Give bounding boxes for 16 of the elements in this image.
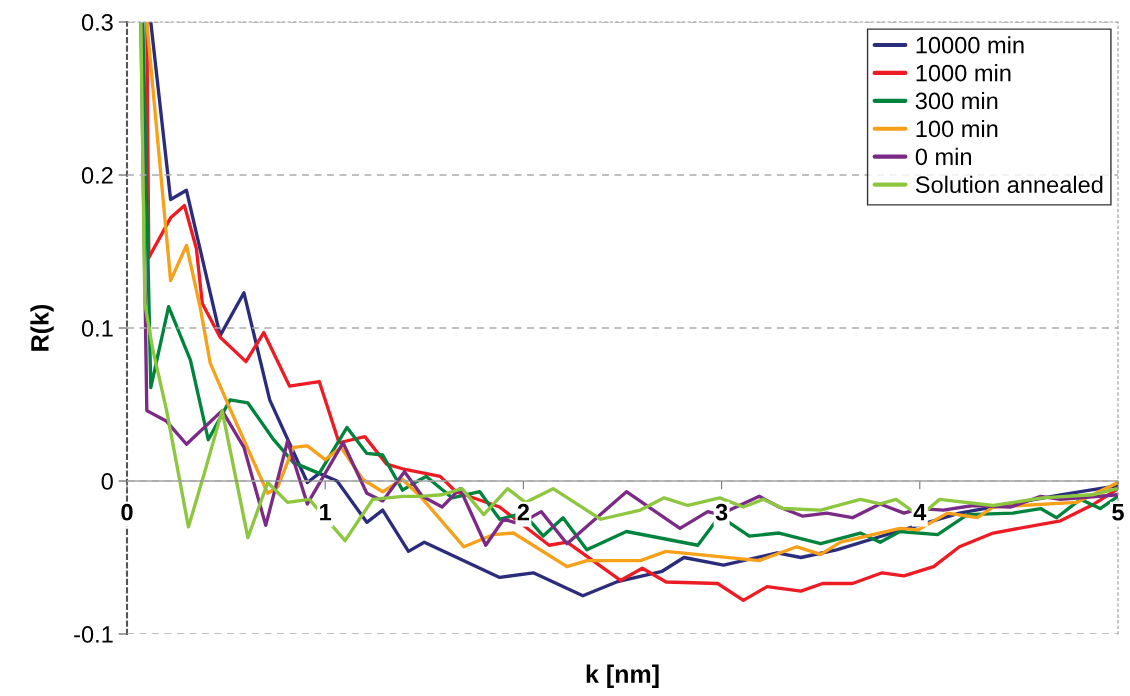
legend-label: 0 min [915,147,971,166]
legend-label: Solution annealed [915,175,1103,194]
legend-label: 1000 min [916,64,1011,82]
x-axis-title: k [nm] [586,664,659,688]
y-tick-label: 0.1 [81,320,113,337]
legend-label: 300 min [915,91,998,110]
x-tick-label: 5 [1112,504,1124,521]
y-tick-label: 0.2 [81,167,113,184]
y-tick-label: -0.1 [74,626,113,643]
x-tick-label: 1 [320,504,332,521]
y-tick-label: 0.3 [81,14,113,31]
y-axis-title: R(k) [30,304,54,351]
legend-label: 100 min [916,119,998,138]
legend-label: 10000 min [916,36,1024,54]
y-tick-label: 0 [101,473,113,490]
x-tick-label: 0 [121,503,133,521]
